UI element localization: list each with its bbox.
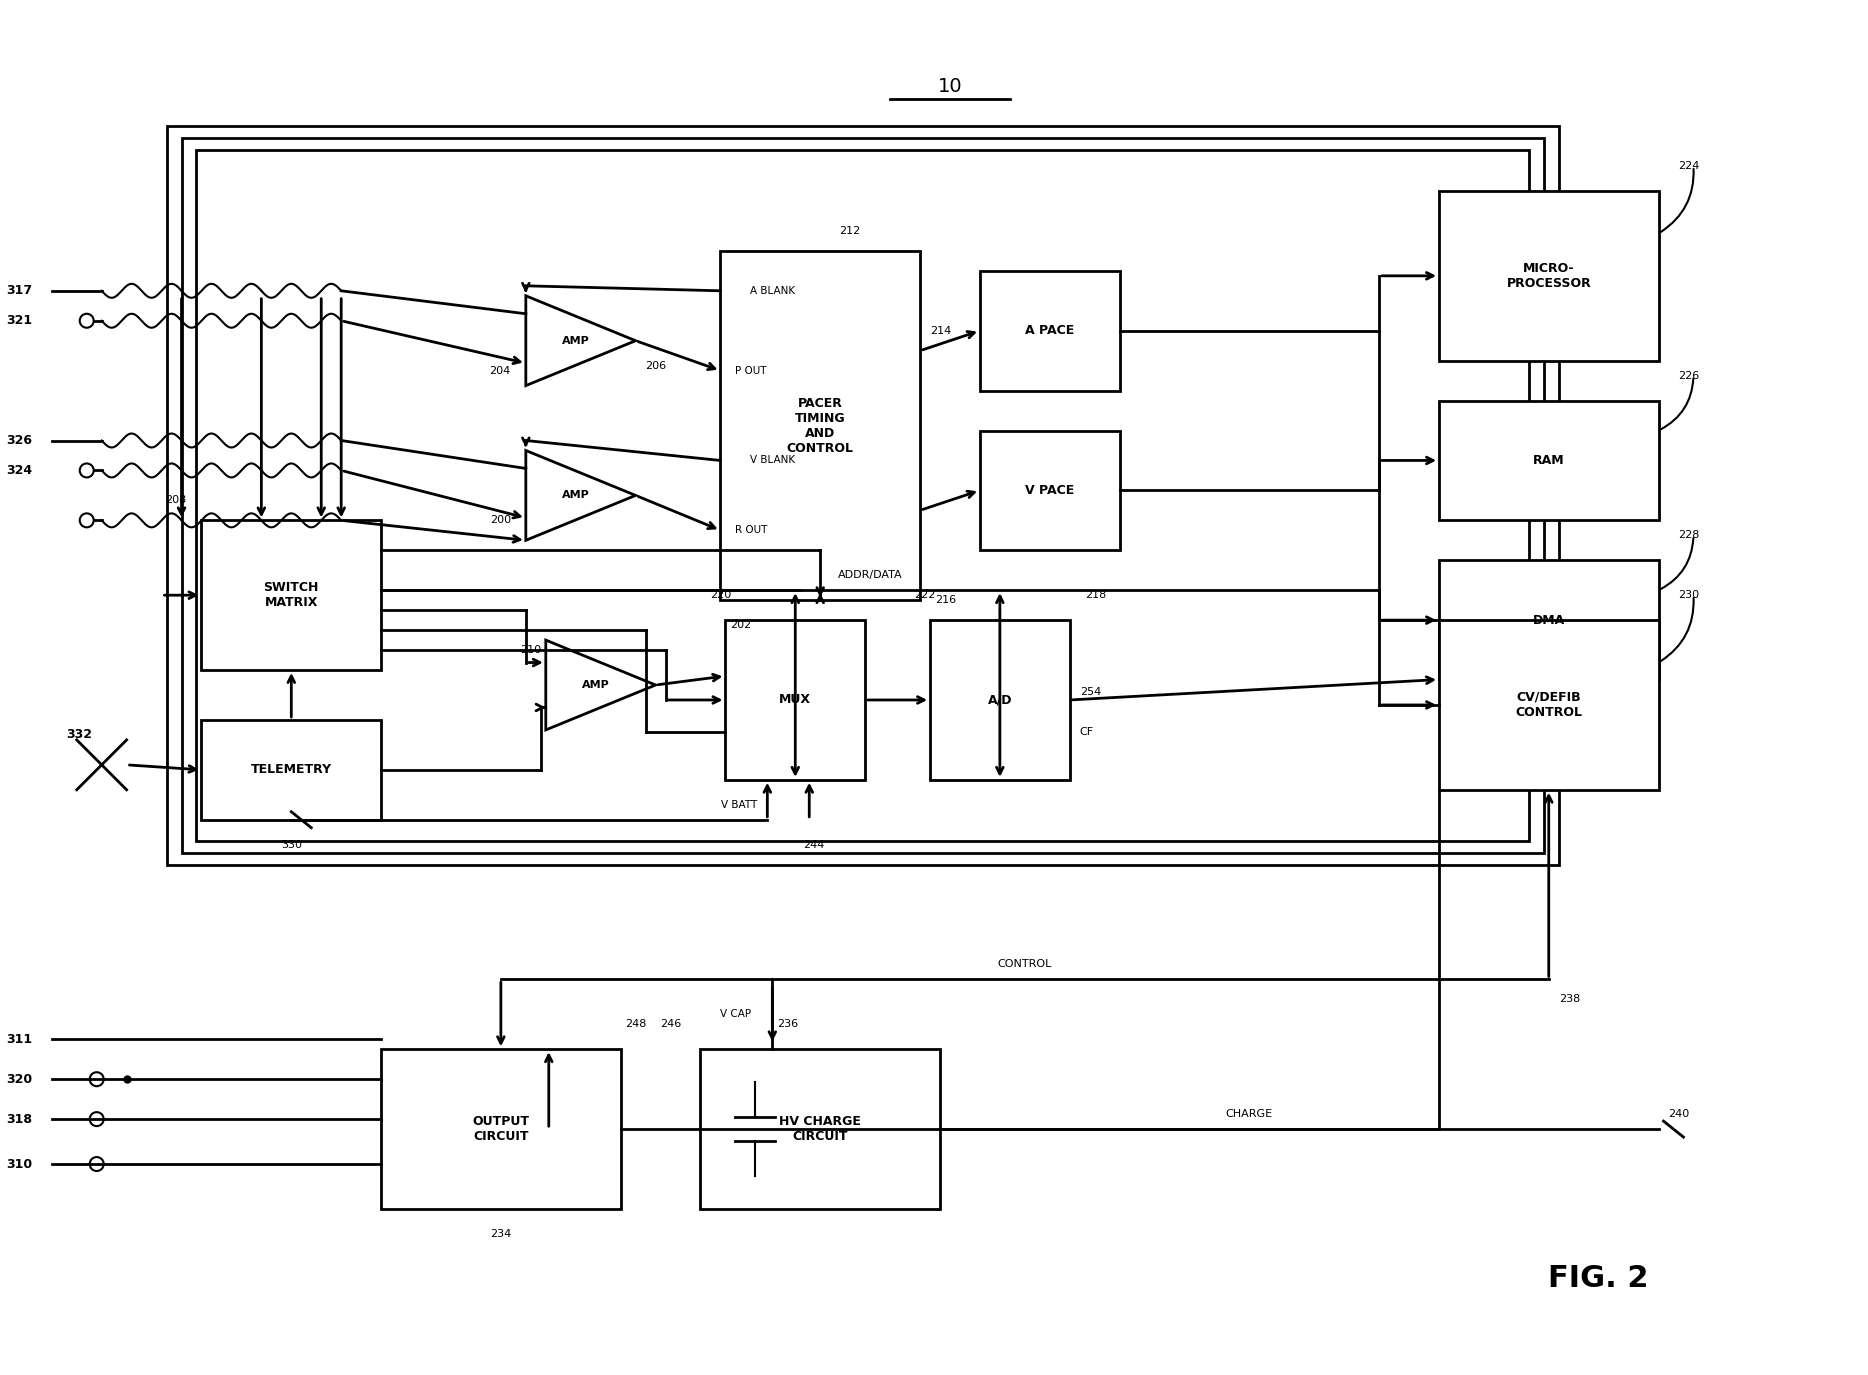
Text: 326: 326 [6,434,32,447]
Text: 332: 332 [65,729,92,741]
Text: ADDR/DATA: ADDR/DATA [839,571,902,580]
Text: V PACE: V PACE [1026,484,1074,496]
Text: 330: 330 [280,840,303,850]
Text: 244: 244 [803,840,826,850]
Bar [930,620,1070,780]
Bar [166,126,1558,865]
Text: 317: 317 [6,285,32,297]
Text: 226: 226 [1679,371,1700,381]
Bar [1438,191,1659,360]
Bar [721,250,921,600]
Text: 224: 224 [1679,161,1700,170]
Text: 220: 220 [710,590,730,600]
Text: V BATT: V BATT [721,800,757,810]
Text: 202: 202 [730,620,751,630]
Text: CV/DEFIB
CONTROL: CV/DEFIB CONTROL [1515,692,1582,719]
Text: 228: 228 [1679,531,1700,540]
Text: 238: 238 [1558,994,1580,1004]
Text: 230: 230 [1679,590,1700,600]
Text: 212: 212 [839,226,861,236]
Text: DMA: DMA [1532,613,1565,627]
Bar [981,430,1119,550]
Text: CONTROL: CONTROL [998,960,1052,969]
Bar [981,271,1119,390]
Text: A PACE: A PACE [1026,324,1074,337]
Text: 10: 10 [938,77,962,96]
Text: HV CHARGE
CIRCUIT: HV CHARGE CIRCUIT [779,1115,861,1143]
Bar [202,520,381,670]
Text: V BLANK: V BLANK [751,455,796,466]
Text: R OUT: R OUT [736,525,768,535]
Text: 248: 248 [626,1019,646,1030]
Text: 240: 240 [1668,1110,1691,1119]
Bar [700,1049,940,1209]
Text: 208: 208 [164,495,187,506]
Bar [181,138,1543,852]
Text: OUTPUT
CIRCUIT: OUTPUT CIRCUIT [473,1115,529,1143]
Text: 311: 311 [6,1033,32,1046]
Text: 200: 200 [489,516,510,525]
Text: PACER
TIMING
AND
CONTROL: PACER TIMING AND CONTROL [786,396,854,455]
Text: A BLANK: A BLANK [751,286,796,296]
Text: 204: 204 [489,366,510,375]
Text: 321: 321 [6,315,32,327]
Text: P OUT: P OUT [736,366,768,375]
Text: MUX: MUX [779,693,811,707]
Text: 210: 210 [521,645,542,654]
Text: 218: 218 [1085,590,1106,600]
Polygon shape [545,641,656,730]
Text: RAM: RAM [1534,454,1565,468]
Text: FIG. 2: FIG. 2 [1549,1264,1649,1294]
Text: 320: 320 [6,1072,32,1086]
Text: 206: 206 [646,360,667,371]
Polygon shape [525,451,635,540]
Bar [1438,560,1659,681]
Bar [1438,620,1659,789]
Polygon shape [525,296,635,385]
Bar [1438,400,1659,520]
Text: CHARGE: CHARGE [1225,1110,1272,1119]
Text: 236: 236 [777,1019,798,1030]
Text: AMP: AMP [581,681,609,690]
Text: SWITCH
MATRIX: SWITCH MATRIX [263,582,319,609]
Text: CF: CF [1080,727,1095,737]
Text: AMP: AMP [562,491,590,500]
Text: AMP: AMP [562,336,590,345]
Bar [381,1049,620,1209]
Text: 310: 310 [6,1158,32,1170]
Bar [196,150,1528,840]
Text: 234: 234 [489,1229,512,1239]
Text: A/D: A/D [988,693,1012,707]
Text: 214: 214 [930,326,951,336]
Text: 324: 324 [6,463,32,477]
Bar [725,620,865,780]
Text: 222: 222 [913,590,936,600]
Text: MICRO-
PROCESSOR: MICRO- PROCESSOR [1506,261,1592,290]
Text: TELEMETRY: TELEMETRY [250,763,333,777]
Bar [202,720,381,819]
Text: 246: 246 [659,1019,682,1030]
Text: 216: 216 [936,595,956,605]
Text: 254: 254 [1080,688,1100,697]
Text: 318: 318 [6,1112,32,1126]
Text: V CAP: V CAP [721,1009,751,1019]
